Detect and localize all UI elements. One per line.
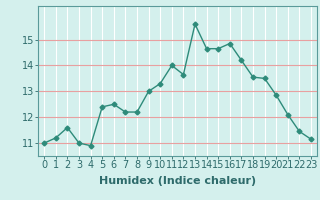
X-axis label: Humidex (Indice chaleur): Humidex (Indice chaleur) — [99, 176, 256, 186]
